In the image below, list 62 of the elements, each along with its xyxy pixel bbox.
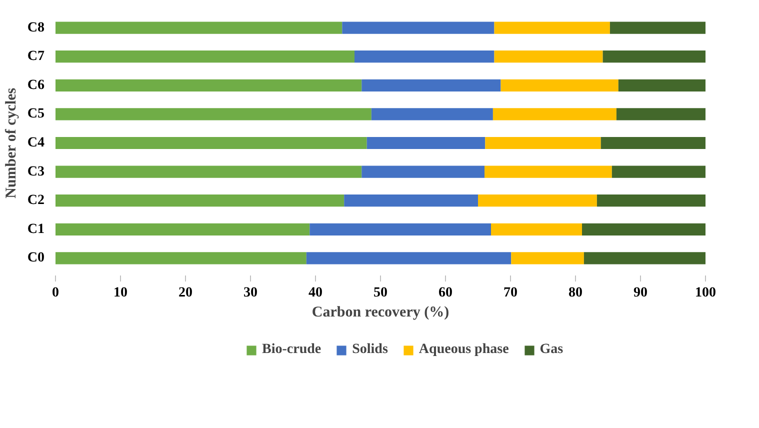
- bar: [371, 108, 493, 120]
- bar: [342, 22, 494, 34]
- bar: [582, 223, 706, 236]
- bar: [354, 50, 494, 63]
- y-tick-label: C0: [27, 250, 45, 266]
- bar: [306, 252, 512, 264]
- bar: [492, 108, 616, 120]
- bar: [56, 108, 372, 120]
- bar: [362, 166, 484, 178]
- legend-label: Bio-crude: [262, 342, 322, 358]
- y-tick-label: C4: [27, 136, 45, 150]
- legend-label: Aqueous phase: [418, 342, 509, 358]
- bar: [596, 194, 706, 207]
- bar: [494, 50, 603, 63]
- x-tick-label: 0: [52, 286, 59, 300]
- bar: [366, 136, 486, 150]
- y-tick-label: C7: [27, 49, 45, 64]
- x-tick-label: 50: [374, 286, 388, 300]
- bar: [56, 252, 306, 264]
- x-tick-label: 30: [244, 286, 258, 300]
- y-axis-title: Number of cycles: [3, 88, 20, 198]
- x-tick-label: 90: [634, 286, 648, 300]
- bar: [344, 194, 478, 207]
- bar: [494, 22, 610, 34]
- y-tick-label: C5: [27, 106, 45, 122]
- bar: [56, 79, 362, 92]
- bar: [491, 223, 582, 236]
- bar: [612, 166, 706, 178]
- bar: [500, 79, 618, 92]
- bar: [56, 194, 344, 207]
- bar: [600, 136, 706, 150]
- y-tick-label: C6: [27, 78, 45, 93]
- bar: [511, 252, 584, 264]
- bar: [618, 79, 706, 92]
- bar: [56, 223, 310, 236]
- y-tick-label: C8: [27, 20, 45, 36]
- bar: [310, 223, 491, 236]
- bar: [478, 194, 597, 207]
- x-tick-label: 60: [438, 286, 452, 300]
- x-axis-title: Carbon recovery (%): [312, 304, 450, 320]
- y-tick-label: C3: [27, 164, 45, 180]
- bar: [485, 136, 601, 150]
- bar: [610, 22, 706, 34]
- legend-label: Gas: [540, 342, 564, 358]
- y-tick-label: C1: [27, 222, 45, 237]
- bar: [602, 50, 706, 63]
- x-tick-label: 40: [308, 286, 322, 300]
- bar: [584, 252, 706, 264]
- bar: [56, 22, 342, 34]
- bar: [56, 50, 354, 63]
- x-tick-label: 100: [695, 286, 716, 300]
- legend-label: Solids: [352, 342, 388, 358]
- x-tick-label: 70: [504, 286, 518, 300]
- bar: [56, 136, 367, 150]
- x-tick-label: 80: [568, 286, 582, 300]
- bar: [616, 108, 706, 120]
- x-tick-label: 20: [178, 286, 192, 300]
- x-tick-label: 10: [114, 286, 128, 300]
- bar: [484, 166, 612, 178]
- bar: [56, 166, 362, 178]
- bar: [362, 79, 501, 92]
- y-tick-label: C2: [27, 193, 45, 208]
